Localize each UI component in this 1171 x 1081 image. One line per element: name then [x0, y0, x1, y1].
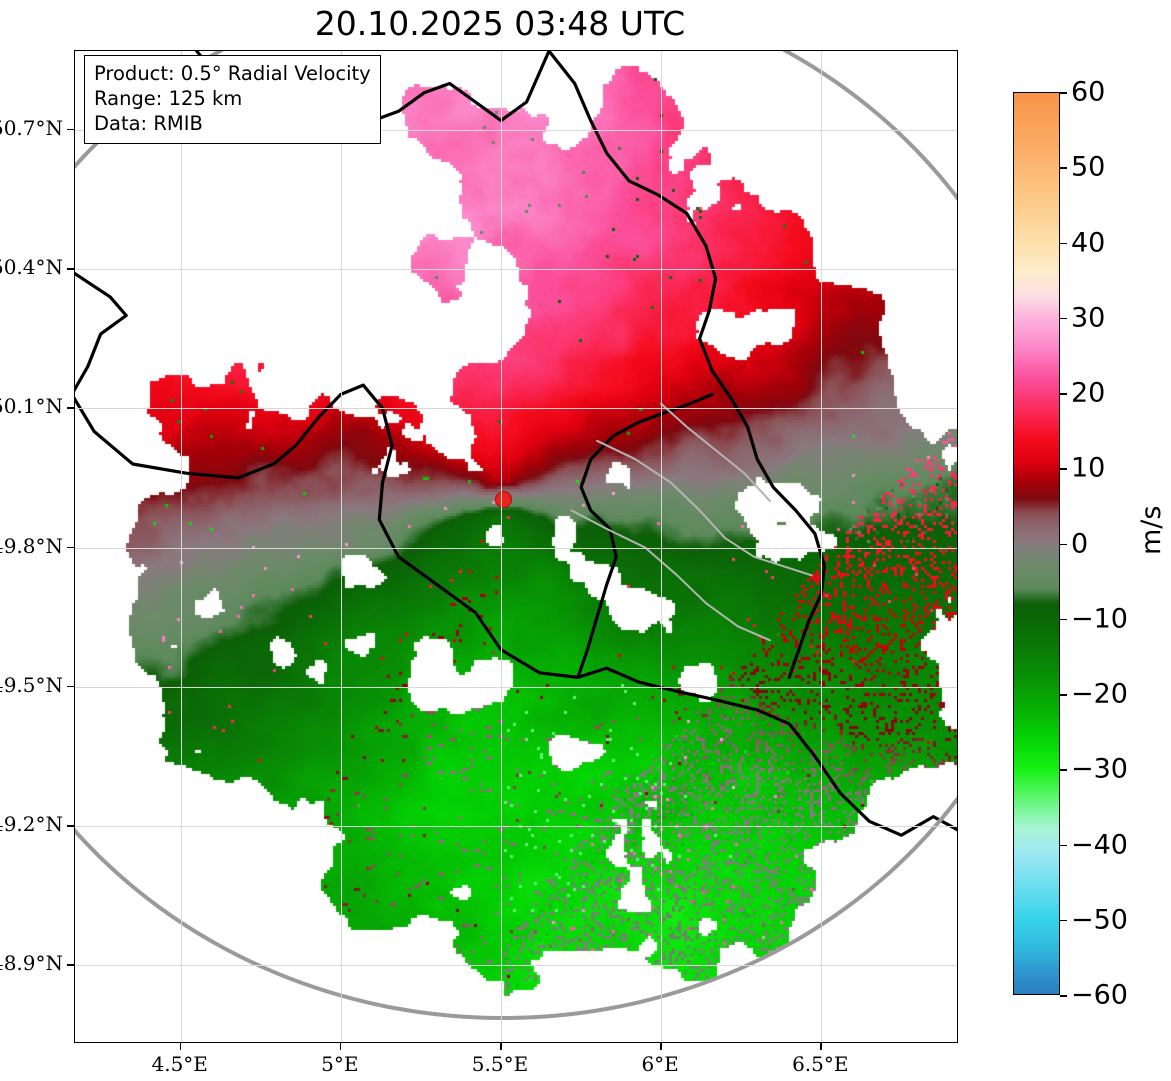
range-label: Range: 125 km	[94, 87, 243, 110]
x-axis-tick-label: 5.5°E	[471, 1052, 529, 1076]
longitude-gridline	[821, 51, 823, 1042]
x-axis-tick-label: 6.5°E	[792, 1052, 849, 1076]
map-plot-area	[75, 51, 957, 1042]
colorbar-tick-label: 0	[1071, 528, 1089, 559]
longitude-gridline	[661, 51, 663, 1042]
colorbar-tick-mark	[1060, 468, 1067, 470]
y-axis-tick-label: 49.2°N	[0, 811, 63, 836]
x-axis-tick-label: 4.5°E	[151, 1052, 208, 1076]
y-axis-tick-label: 50.4°N	[0, 255, 63, 280]
product-info-box: Product: 0.5° Radial Velocity Range: 125…	[84, 55, 381, 144]
colorbar-tick-mark	[1060, 769, 1067, 771]
x-axis-tick-mark	[179, 1043, 182, 1050]
latitude-gridline	[75, 269, 957, 271]
data-source-label: Data: RMIB	[94, 112, 203, 135]
x-axis-tick-mark	[339, 1043, 342, 1050]
longitude-gridline	[500, 51, 502, 1042]
velocity-colorbar[interactable]	[1013, 92, 1060, 995]
y-axis-tick-mark	[67, 685, 74, 688]
longitude-gridline	[340, 51, 342, 1042]
colorbar-tick-mark	[1060, 694, 1067, 696]
x-axis-tick-label: 5°E	[321, 1052, 359, 1076]
colorbar-tick-label: −50	[1071, 904, 1128, 936]
y-axis-tick-label: 48.9°N	[0, 951, 63, 976]
radar-site-marker	[495, 491, 513, 509]
x-axis-tick-mark	[820, 1043, 822, 1050]
colorbar-tick-label: 50	[1071, 151, 1106, 183]
colorbar-tick-label: 10	[1071, 452, 1106, 484]
y-axis-tick-label: 50.7°N	[0, 115, 63, 140]
product-label: Product: 0.5° Radial Velocity	[94, 62, 371, 85]
latitude-gridline	[75, 547, 957, 549]
y-axis-tick-label: 50.1°N	[0, 394, 63, 419]
colorbar-axis-label: m/s	[1136, 505, 1167, 555]
colorbar-tick-label: 20	[1071, 377, 1106, 409]
x-axis-tick-mark	[499, 1043, 502, 1050]
colorbar-tick-mark	[1060, 618, 1067, 621]
colorbar-tick-label: −30	[1071, 753, 1128, 785]
colorbar-tick-mark	[1060, 919, 1067, 922]
colorbar-tick-mark	[1060, 92, 1067, 94]
colorbar-tick-mark	[1060, 844, 1067, 847]
latitude-gridline	[75, 825, 957, 827]
y-axis-tick-label: 49.5°N	[0, 672, 63, 697]
x-axis-tick-label: 6°E	[641, 1052, 679, 1076]
y-axis-tick-mark	[67, 824, 74, 827]
y-axis-tick-mark	[67, 407, 74, 409]
latitude-gridline	[75, 686, 957, 688]
colorbar-tick-label: −40	[1071, 829, 1128, 860]
y-axis-tick-mark	[67, 128, 74, 131]
latitude-gridline	[75, 408, 957, 410]
latitude-gridline	[75, 129, 957, 131]
y-axis-tick-mark	[67, 268, 74, 270]
colorbar-tick-mark	[1060, 393, 1067, 395]
colorbar-tick-mark	[1060, 242, 1067, 245]
y-axis-tick-label: 49.8°N	[0, 533, 63, 558]
colorbar-tick-label: −10	[1071, 603, 1128, 635]
radar-map-axes[interactable]	[74, 50, 958, 1043]
colorbar-tick-label: −60	[1071, 979, 1128, 1011]
colorbar-tick-label: 40	[1071, 227, 1106, 258]
colorbar-tick-label: 30	[1071, 302, 1106, 334]
colorbar-tick-mark	[1060, 995, 1067, 997]
range-ring-125km	[75, 51, 957, 1021]
page-title: 20.10.2025 03:48 UTC	[314, 4, 686, 43]
y-axis-tick-mark	[67, 964, 74, 966]
colorbar-tick-mark	[1060, 317, 1067, 320]
latitude-gridline	[75, 965, 957, 967]
colorbar-tick-label: 60	[1071, 76, 1106, 108]
colorbar-gradient	[1014, 93, 1059, 994]
longitude-gridline	[180, 51, 182, 1042]
colorbar-tick-mark	[1060, 543, 1067, 546]
y-axis-tick-mark	[67, 546, 74, 549]
colorbar-tick-label: −20	[1071, 678, 1128, 710]
x-axis-tick-mark	[660, 1043, 662, 1050]
colorbar-tick-mark	[1060, 167, 1067, 169]
